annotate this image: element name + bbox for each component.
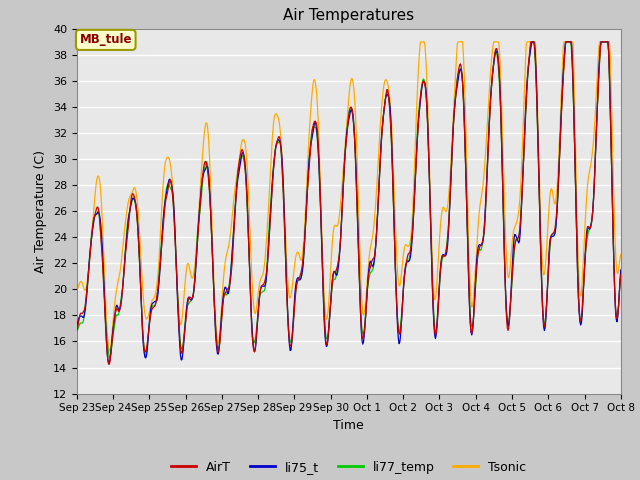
Tsonic <box>416 48 424 54</box>
li75_t <box>195 218 202 224</box>
Line: AirT: AirT <box>77 42 621 364</box>
Tsonic <box>417 39 425 45</box>
AirT <box>106 361 113 367</box>
li75_t <box>105 360 113 366</box>
AirT <box>195 223 202 228</box>
Y-axis label: Air Temperature (C): Air Temperature (C) <box>35 150 47 273</box>
AirT <box>83 290 90 296</box>
li75_t <box>73 324 81 329</box>
AirT <box>140 338 147 344</box>
Tsonic <box>73 288 81 294</box>
Line: Tsonic: Tsonic <box>77 42 621 351</box>
li75_t <box>83 293 90 299</box>
Tsonic <box>140 296 147 301</box>
li75_t <box>223 290 231 296</box>
li77_temp <box>223 291 231 297</box>
X-axis label: Time: Time <box>333 419 364 432</box>
li77_temp <box>73 329 81 335</box>
AirT <box>431 332 439 338</box>
Tsonic <box>195 211 202 217</box>
li75_t <box>416 107 424 112</box>
li75_t <box>431 336 439 341</box>
li75_t <box>529 39 536 45</box>
li77_temp <box>83 288 90 294</box>
li77_temp <box>106 355 114 360</box>
Text: MB_tule: MB_tule <box>79 34 132 47</box>
Legend: AirT, li75_t, li77_temp, Tsonic: AirT, li75_t, li77_temp, Tsonic <box>166 456 531 479</box>
li77_temp <box>431 330 439 336</box>
Tsonic <box>223 249 231 254</box>
Tsonic <box>83 283 90 288</box>
AirT <box>416 104 424 109</box>
Tsonic <box>617 252 625 257</box>
li77_temp <box>195 219 202 225</box>
AirT <box>617 272 625 277</box>
AirT <box>528 39 536 45</box>
li77_temp <box>528 39 536 45</box>
li77_temp <box>140 337 147 343</box>
Title: Air Temperatures: Air Temperatures <box>284 9 414 24</box>
AirT <box>73 328 81 334</box>
li75_t <box>140 343 147 348</box>
AirT <box>223 286 231 292</box>
Tsonic <box>433 289 440 295</box>
Line: li77_temp: li77_temp <box>77 42 621 358</box>
li75_t <box>617 267 625 273</box>
li77_temp <box>416 101 424 107</box>
li77_temp <box>617 273 625 279</box>
Tsonic <box>106 348 113 354</box>
Line: li75_t: li75_t <box>77 42 621 363</box>
